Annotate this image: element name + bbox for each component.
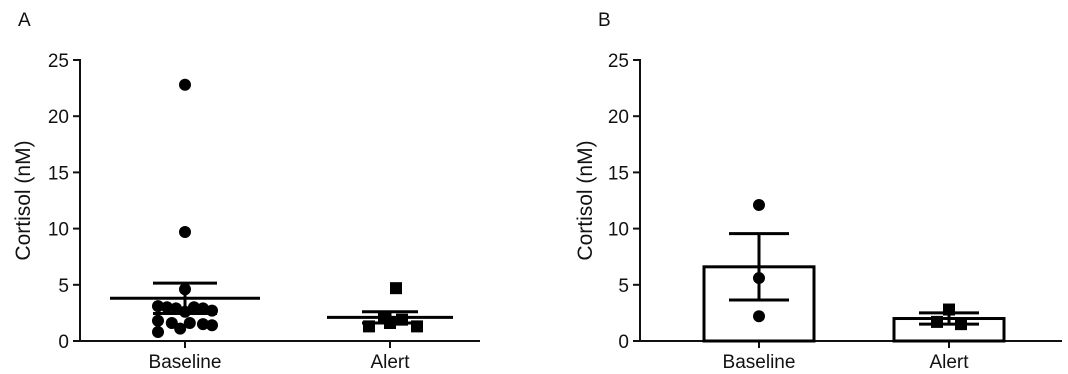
y-tick-label: 10 — [48, 220, 69, 241]
panel-label: B — [598, 10, 611, 31]
data-point — [390, 282, 402, 294]
x-tick-label: Baseline — [723, 352, 796, 373]
y-tick-label: 15 — [48, 163, 69, 184]
y-axis-title: Cortisol (nM) — [12, 140, 35, 260]
y-tick-label: 5 — [58, 276, 69, 297]
y-tick-label: 20 — [608, 107, 629, 128]
y-tick-label: 20 — [48, 107, 69, 128]
chart-panel-a: A Cortisol (nM) 0 5 10 15 20 25 Baseline Alert — [12, 10, 480, 373]
data-point — [931, 316, 943, 328]
data-point — [179, 79, 191, 91]
y-tick-label: 15 — [608, 163, 629, 184]
data-point — [753, 199, 765, 211]
x-tick-label: Baseline — [149, 352, 222, 373]
data-point — [174, 323, 186, 335]
x-tick-label: Alert — [370, 352, 410, 373]
y-axis-title: Cortisol (nM) — [574, 140, 597, 260]
data-point — [152, 315, 164, 327]
data-point — [179, 226, 191, 238]
data-point — [955, 318, 967, 330]
y-tick-label: 25 — [608, 51, 629, 72]
chart-panel-b: B Cortisol (nM) 0 5 10 15 20 25 Baseline Alert — [574, 10, 1062, 373]
y-tick-label: 0 — [58, 332, 69, 353]
y-tick-label: 5 — [618, 276, 629, 297]
y-tick-label: 25 — [48, 51, 69, 72]
y-tick-label: 10 — [608, 220, 629, 241]
data-point — [206, 319, 218, 331]
data-point — [753, 310, 765, 322]
x-tick-label: Alert — [929, 352, 969, 373]
data-point — [943, 304, 955, 316]
panel-label: A — [18, 10, 31, 31]
y-tick-label: 0 — [618, 332, 629, 353]
data-point — [152, 326, 164, 338]
data-point — [753, 272, 765, 284]
